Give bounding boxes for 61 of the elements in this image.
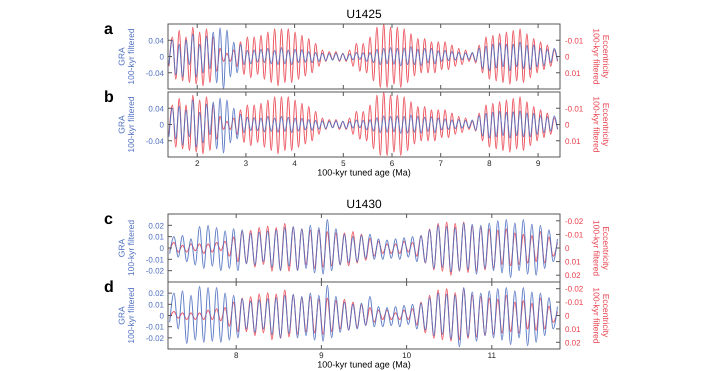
y2-axis-title: Eccentricity 100-kyr filtered <box>591 28 611 85</box>
x-tick-label: 6 <box>390 159 395 168</box>
y2-tick-label: -0.01 <box>565 104 584 114</box>
text: d <box>104 279 114 296</box>
x-tick-label: 5 <box>341 159 346 168</box>
x-tick-label: 8 <box>487 159 492 168</box>
y-tick-label: -0.04 <box>146 68 165 78</box>
y-tick-label: -0.02 <box>146 266 165 276</box>
y-axis-title: GRA 100-kyr filtered <box>116 220 136 276</box>
y2-tick-label: 0.01 <box>565 136 582 146</box>
y-tick-label: 0 <box>160 120 165 130</box>
y-axis-title: GRA 100-kyr filtered <box>116 287 136 344</box>
y2-tick-label: 0.01 <box>565 324 582 334</box>
x-tick-label: 3 <box>244 159 249 168</box>
y2-tick-label: 0.02 <box>565 338 582 348</box>
y2-tick-label: -0.01 <box>565 230 584 240</box>
y-tick-label: -0.04 <box>146 136 165 146</box>
y-tick-label: -0.02 <box>146 334 165 343</box>
y-tick-label: 0.01 <box>148 232 165 242</box>
y2-tick-label: 0.01 <box>565 258 582 267</box>
y2-tick-label: 0.02 <box>565 271 582 280</box>
chart-title: U1430 <box>346 197 382 211</box>
y2-axis-title: Eccentricity 100-kyr filtered <box>591 287 611 344</box>
x-tick-label: 7 <box>438 159 444 168</box>
y-tick-label: 0 <box>160 52 165 62</box>
x-tick-label: 2 <box>194 159 200 168</box>
text: c <box>104 211 113 228</box>
y-tick-label: -0.01 <box>146 255 165 264</box>
y2-tick-label: 0 <box>565 244 570 253</box>
y2-tick-label: 0 <box>565 312 570 320</box>
y2-tick-label: 0 <box>565 52 570 62</box>
y-tick-label: -0.01 <box>146 322 165 332</box>
y2-axis-title: Eccentricity 100-kyr filtered <box>591 220 611 276</box>
chart-title: U1425 <box>346 7 382 21</box>
x-tick-label: 4 <box>292 159 298 168</box>
text: a <box>104 21 113 38</box>
y2-tick-label: -0.01 <box>565 298 584 308</box>
y-tick-label: 0 <box>160 244 165 253</box>
y-tick-label: 0 <box>160 312 165 320</box>
y-tick-label: 0.01 <box>148 300 165 310</box>
text: b <box>104 89 114 106</box>
y-axis-title: GRA 100-kyr filtered <box>116 96 136 153</box>
x-tick-label: 8 <box>234 351 239 360</box>
y-tick-label: 0.04 <box>148 36 165 46</box>
x-tick-label: 11 <box>488 351 497 360</box>
y2-tick-label: 0 <box>565 120 570 130</box>
y2-tick-label: -0.01 <box>565 36 584 46</box>
y2-tick-label: -0.02 <box>565 284 584 294</box>
line-series <box>169 284 558 348</box>
y-axis-title: GRA 100-kyr filtered <box>116 28 136 85</box>
y2-tick-label: 0.01 <box>565 68 582 78</box>
y-tick-label: 0.02 <box>148 221 165 230</box>
x-tick-label: 9 <box>536 159 541 168</box>
x-axis-title: 100-kyr tuned age (Ma) <box>317 168 411 178</box>
y-tick-label: 0.04 <box>148 104 165 114</box>
y2-axis-title: Eccentricity 100-kyr filtered <box>591 96 611 153</box>
y-tick-label: 0.02 <box>148 289 165 298</box>
x-tick-label: 9 <box>319 351 324 360</box>
y2-tick-label: -0.02 <box>565 216 584 226</box>
x-tick-label: 10 <box>402 351 412 360</box>
x-axis-title: 100-kyr tuned age (Ma) <box>317 360 411 370</box>
